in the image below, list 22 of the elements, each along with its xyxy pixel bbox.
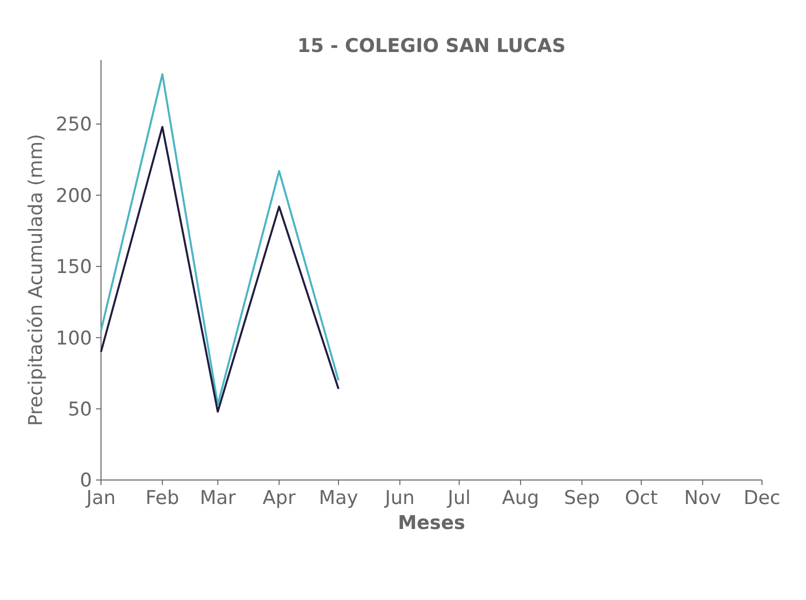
x-tick-label: Jul: [446, 487, 471, 509]
y-tick-label: 200: [56, 184, 92, 207]
x-tick-label: Sep: [564, 487, 600, 509]
x-tick-label: Jan: [85, 487, 116, 509]
x-tick-label: Dec: [744, 487, 780, 509]
x-tick-label: May: [318, 487, 358, 509]
x-tick-label: Oct: [624, 487, 658, 509]
x-tick-label: Jun: [384, 487, 415, 509]
y-tick-label: 250: [56, 114, 92, 136]
x-tick-label: Aug: [502, 487, 540, 509]
x-axis-title: Meses: [398, 512, 466, 534]
y-tick-label: 150: [56, 256, 92, 278]
y-tick-label: 100: [56, 327, 92, 350]
line-series: [100, 73, 340, 406]
line-series: [100, 126, 340, 413]
x-tick-label: Apr: [262, 487, 296, 509]
chart-title: 15 - COLEGIO SAN LUCAS: [297, 35, 566, 57]
x-tick-label: Feb: [146, 487, 180, 509]
x-tick-label: Mar: [200, 487, 236, 509]
y-tick-label: 50: [68, 398, 92, 420]
y-axis-title: Precipitación Acumulada (mm): [25, 134, 47, 426]
x-tick-label: Nov: [684, 487, 722, 509]
